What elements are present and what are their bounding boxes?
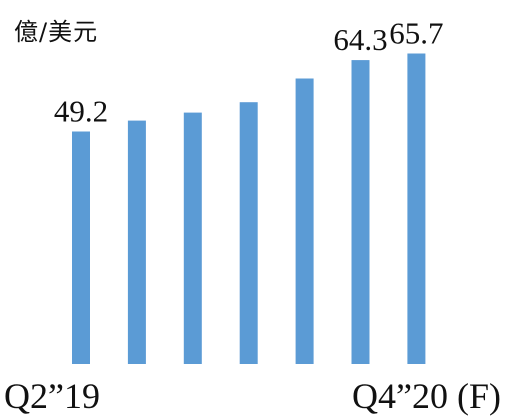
- unit-label: 億/美元: [14, 18, 99, 46]
- bar-3: [183, 112, 202, 364]
- data-label-7: 65.7: [389, 16, 443, 51]
- data-label-6: 64.3: [333, 22, 387, 57]
- bar-7: [407, 53, 426, 364]
- bar-2: [127, 120, 146, 364]
- x-tick-label-first: Q2”19: [4, 376, 100, 416]
- bar-4: [239, 102, 258, 364]
- data-label-1: 49.2: [54, 94, 108, 129]
- bar-5: [295, 78, 314, 364]
- bar-6: [351, 60, 370, 364]
- bar-1: [72, 131, 90, 364]
- x-tick-label-last: Q4”20 (F): [352, 376, 501, 416]
